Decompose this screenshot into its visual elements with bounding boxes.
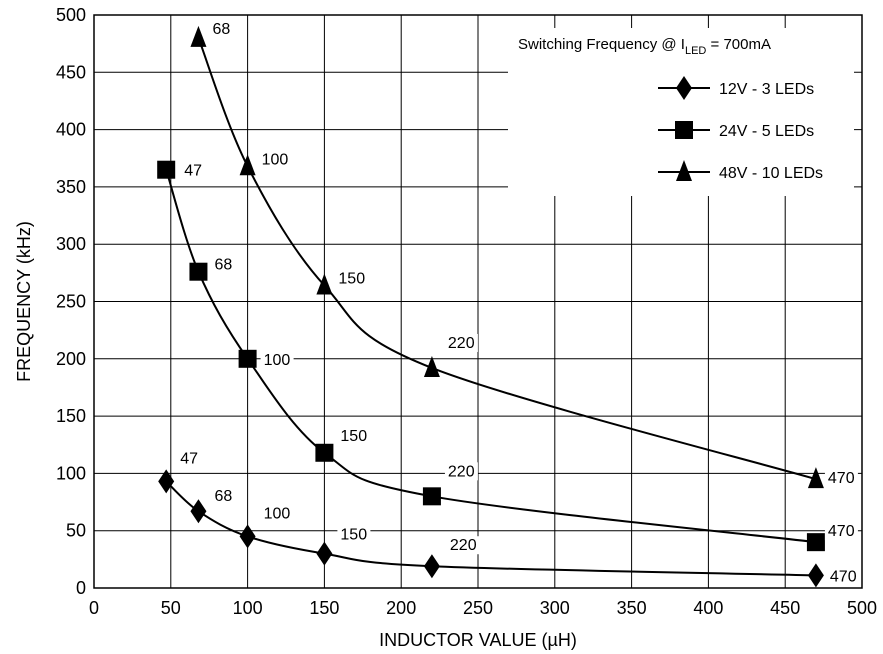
point-label: 47 bbox=[184, 163, 202, 180]
point-label: 100 bbox=[264, 505, 291, 522]
point-label: 220 bbox=[448, 463, 475, 480]
series-line bbox=[197, 37, 817, 481]
legend-square-marker bbox=[675, 121, 693, 139]
point-label: 220 bbox=[448, 335, 475, 352]
point-label: 68 bbox=[214, 257, 232, 274]
point-label-bg bbox=[335, 269, 369, 288]
point-label-bg bbox=[824, 469, 858, 488]
point-label-bg bbox=[446, 536, 480, 555]
diamond-marker bbox=[316, 541, 333, 566]
x-tick-label: 450 bbox=[770, 598, 800, 618]
point-label: 470 bbox=[828, 523, 855, 540]
series-line bbox=[165, 480, 816, 577]
point-label-bg bbox=[337, 525, 371, 544]
point-label-bg bbox=[177, 449, 202, 468]
x-axis-title: INDUCTOR VALUE (µH) bbox=[379, 630, 577, 650]
diamond-marker bbox=[807, 563, 824, 588]
y-axis-title: FREQUENCY (kHz) bbox=[14, 221, 34, 382]
y-tick-label: 150 bbox=[56, 406, 86, 426]
y-tick-label: 350 bbox=[56, 177, 86, 197]
point-label: 150 bbox=[340, 428, 367, 445]
point-label-bg bbox=[258, 150, 292, 169]
x-tick-label: 300 bbox=[540, 598, 570, 618]
x-tick-label: 50 bbox=[161, 598, 181, 618]
diamond-marker bbox=[239, 524, 256, 549]
series-triangle: 68 100 150 220 470 bbox=[190, 19, 858, 489]
y-tick-label: 450 bbox=[56, 62, 86, 82]
x-tick-label: 0 bbox=[89, 598, 99, 618]
point-label-bg bbox=[824, 522, 858, 541]
point-label: 150 bbox=[340, 527, 367, 544]
x-tick-label: 150 bbox=[309, 598, 339, 618]
point-label: 220 bbox=[450, 537, 477, 554]
legend: Switching Frequency @ ILED = 700mA 12V - … bbox=[508, 28, 854, 196]
triangle-marker bbox=[190, 25, 207, 47]
point-label-bg bbox=[260, 504, 294, 523]
point-label-bg bbox=[826, 567, 860, 586]
triangle-marker bbox=[316, 273, 333, 295]
point-label: 150 bbox=[338, 270, 365, 287]
square-marker bbox=[157, 160, 176, 179]
y-tick-label: 400 bbox=[56, 120, 86, 140]
x-tick-label: 350 bbox=[617, 598, 647, 618]
legend-diamond-marker bbox=[676, 76, 692, 100]
y-tick-label: 100 bbox=[56, 463, 86, 483]
point-label-bg bbox=[444, 462, 478, 481]
legend-label: 12V - 3 LEDs bbox=[719, 81, 814, 98]
point-label-bg bbox=[444, 333, 478, 352]
x-tick-label: 400 bbox=[693, 598, 723, 618]
axes: 0 50 100 150 200 250 300 350 400 450 500 0 50 100 150 2… bbox=[56, 5, 877, 618]
y-tick-label: 250 bbox=[56, 292, 86, 312]
series-layer: 47 68 100 150 220 470 47 68 100 150 220 470 68 100 150… bbox=[157, 19, 860, 588]
triangle-marker bbox=[239, 154, 256, 176]
triangle-marker bbox=[807, 467, 824, 489]
x-tick-label: 500 bbox=[847, 598, 877, 618]
y-tick-label: 0 bbox=[76, 578, 86, 598]
point-label: 68 bbox=[214, 488, 232, 505]
point-label-bg bbox=[337, 426, 371, 445]
y-tick-label: 50 bbox=[66, 521, 86, 541]
legend-title: Switching Frequency @ ILED = 700mA bbox=[518, 36, 771, 57]
series-square: 47 68 100 150 220 470 bbox=[157, 160, 858, 552]
diamond-marker bbox=[158, 469, 175, 494]
square-marker bbox=[806, 533, 825, 552]
series-diamond: 47 68 100 150 220 470 bbox=[158, 449, 860, 588]
point-label: 68 bbox=[212, 21, 230, 38]
legend-label: 24V - 5 LEDs bbox=[719, 123, 814, 140]
triangle-marker bbox=[423, 355, 440, 377]
point-label: 470 bbox=[830, 568, 857, 585]
y-tick-label: 300 bbox=[56, 234, 86, 254]
legend-triangle-marker bbox=[676, 160, 692, 181]
point-label-bg bbox=[211, 487, 236, 506]
y-tick-label: 500 bbox=[56, 5, 86, 25]
diamond-marker bbox=[423, 554, 440, 579]
square-marker bbox=[189, 262, 208, 281]
point-label: 100 bbox=[264, 352, 291, 369]
legend-label: 48V - 10 LEDs bbox=[719, 165, 823, 182]
square-marker bbox=[315, 443, 334, 462]
point-label: 47 bbox=[180, 450, 198, 467]
x-tick-label: 200 bbox=[386, 598, 416, 618]
point-label-bg bbox=[209, 19, 234, 38]
x-tick-label: 100 bbox=[233, 598, 263, 618]
plot-frame bbox=[93, 14, 863, 589]
point-label-bg bbox=[211, 255, 236, 274]
square-marker bbox=[238, 349, 257, 368]
y-tick-label: 200 bbox=[56, 349, 86, 369]
point-label: 470 bbox=[828, 470, 855, 487]
point-label-bg bbox=[260, 350, 294, 369]
diamond-marker bbox=[190, 499, 207, 524]
square-marker bbox=[422, 487, 441, 506]
x-tick-label: 250 bbox=[463, 598, 493, 618]
point-label: 100 bbox=[262, 151, 289, 168]
point-label-bg bbox=[181, 161, 206, 180]
